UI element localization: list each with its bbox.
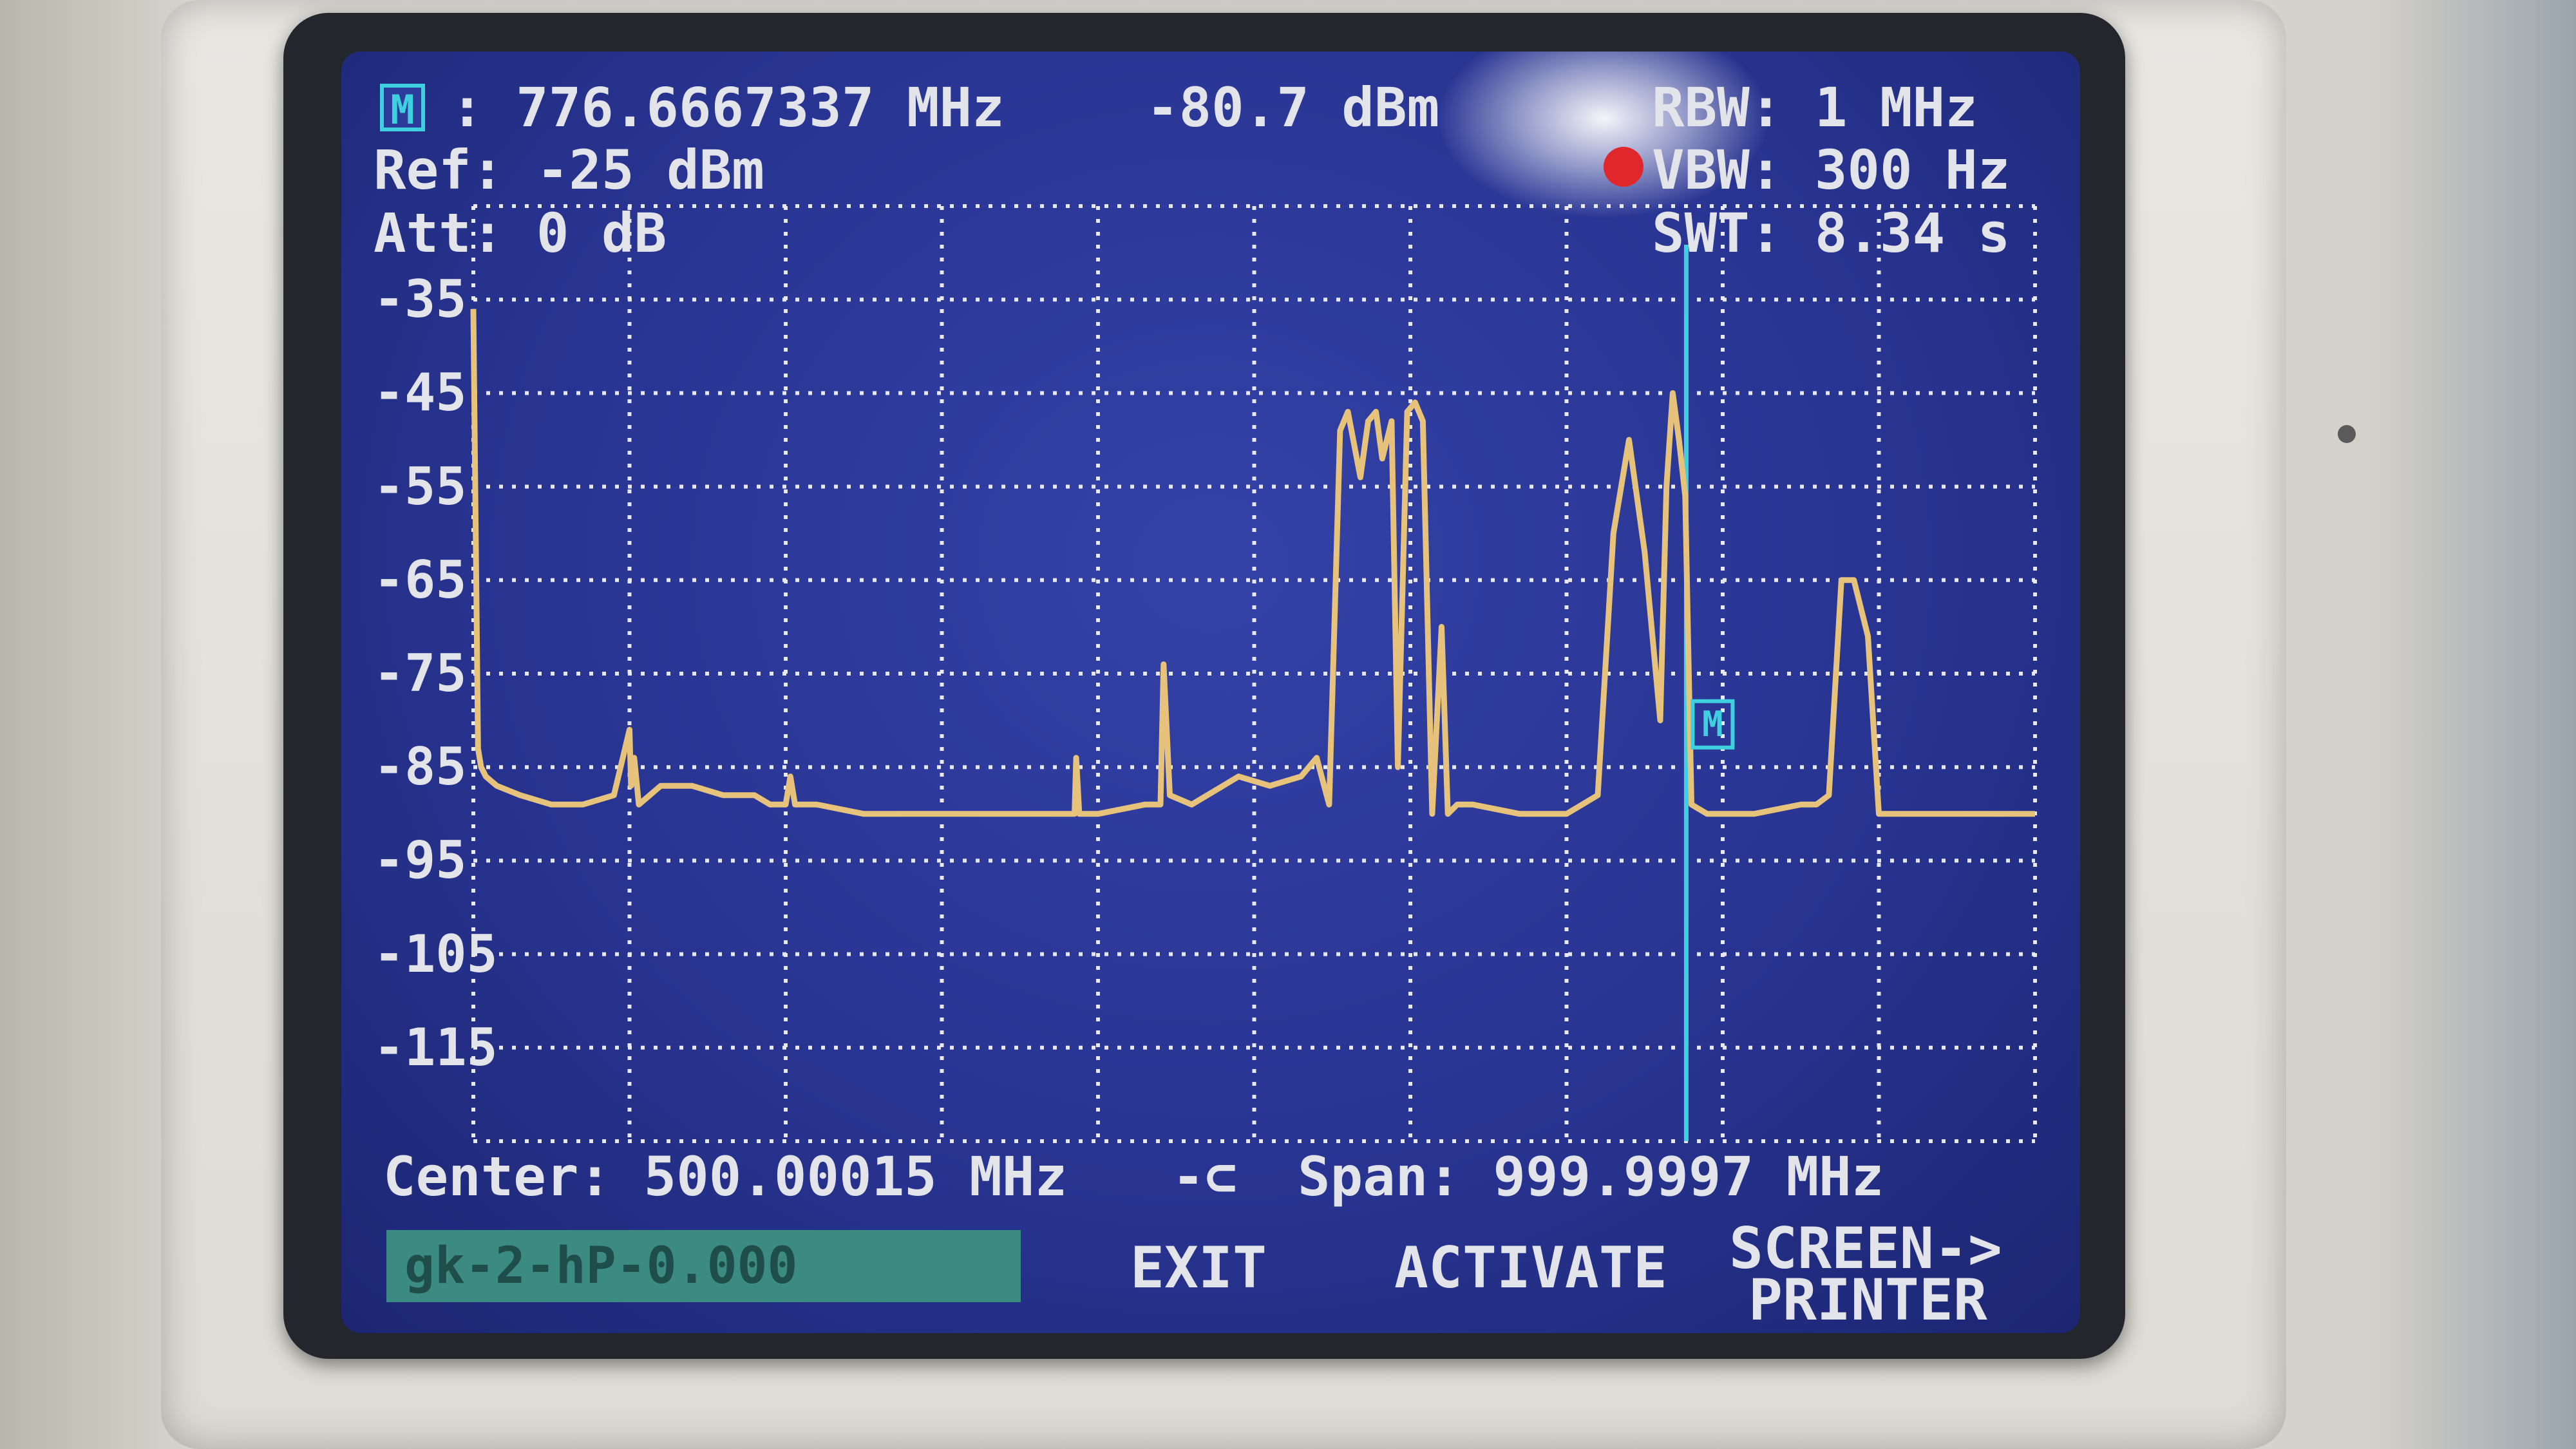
screen-printer-line2: PRINTER bbox=[1748, 1267, 1987, 1333]
vbw-setting: VBW: 300 Hz bbox=[1652, 138, 2011, 202]
span-icon: -⊂ bbox=[1172, 1145, 1238, 1208]
y-tick-label: -85 bbox=[374, 737, 467, 797]
y-tick-label: -55 bbox=[374, 456, 467, 516]
y-tick-label: -65 bbox=[374, 549, 467, 610]
attenuation: Att: 0 dB bbox=[374, 202, 667, 265]
marker-symbol-label: M bbox=[1702, 704, 1723, 744]
y-tick-label: -75 bbox=[374, 643, 467, 703]
marker-indicator-icon: M bbox=[380, 84, 425, 133]
marker-symbol-group: M bbox=[1690, 699, 1735, 750]
marker-symbol bbox=[1690, 699, 1735, 750]
span-frequency: Span: 999.9997 MHz bbox=[1298, 1145, 1884, 1208]
marker-frequency: : 776.6667337 MHz bbox=[451, 76, 1005, 139]
device-screw bbox=[2338, 425, 2356, 443]
marker-level: -80.7 dBm bbox=[1146, 76, 1440, 139]
center-frequency: Center: 500.00015 MHz bbox=[383, 1145, 1068, 1208]
exit-button[interactable]: EXIT bbox=[1130, 1235, 1267, 1301]
dataset-name-field[interactable]: gk-2-hP-0.000 bbox=[386, 1230, 1021, 1302]
y-tick-label: -115 bbox=[374, 1017, 498, 1077]
sweep-time: SWT: 8.34 s bbox=[1652, 202, 2011, 265]
y-tick-label: -35 bbox=[374, 269, 467, 330]
y-tick-label: -45 bbox=[374, 363, 467, 423]
y-tick-label: -95 bbox=[374, 830, 467, 891]
screen-printer-line1: SCREEN-> bbox=[1729, 1215, 2002, 1282]
vbw-indicator-icon bbox=[1604, 147, 1643, 187]
y-tick-label: -105 bbox=[374, 923, 498, 984]
plot-grid bbox=[471, 204, 2037, 1143]
spectrum-trace bbox=[470, 308, 2035, 817]
activate-button[interactable]: ACTIVATE bbox=[1394, 1235, 1667, 1301]
rbw-setting: RBW: 1 MHz bbox=[1652, 76, 1978, 139]
reference-level: Ref: -25 dBm bbox=[374, 138, 764, 202]
